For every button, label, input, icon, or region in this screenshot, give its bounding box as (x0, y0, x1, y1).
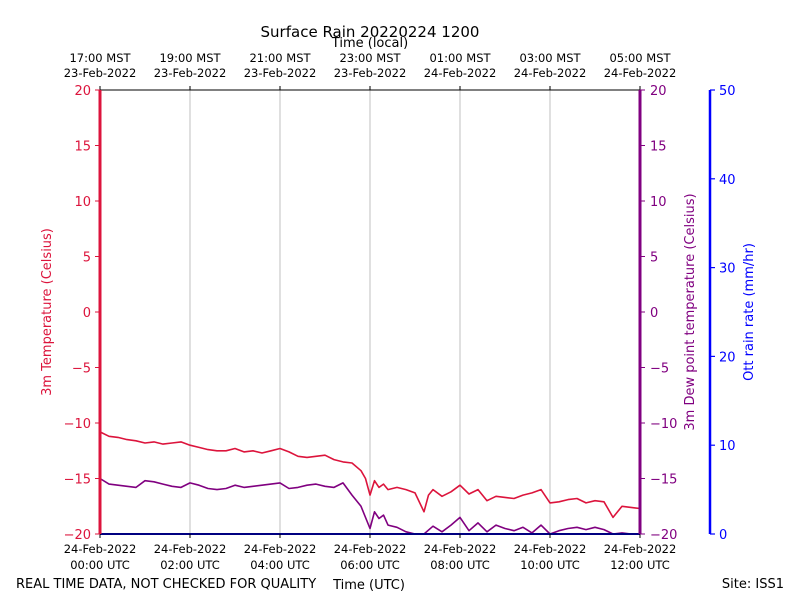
rain-tick-label: 30 (719, 262, 736, 277)
dewpoint-tick-label: 10 (650, 195, 667, 210)
x-tick-utc-date: 24-Feb-2022 (334, 542, 407, 556)
temperature-tick-label: −20 (64, 528, 91, 543)
temperature-axis-label: 3m Temperature (Celsius) (40, 228, 55, 396)
x-tick-local-time: 17:00 MST (69, 51, 131, 65)
temperature-tick-label: 15 (74, 140, 91, 155)
rain-tick-label: 50 (719, 84, 736, 99)
dewpoint-tick-label: 5 (650, 251, 658, 266)
x-tick-local-time: 01:00 MST (429, 51, 491, 65)
temperature-tick-label: 5 (83, 251, 91, 266)
dewpoint-tick-label: −10 (650, 417, 677, 432)
chart-title: Surface Rain 20220224 1200 (261, 23, 480, 41)
top-axis-label: Time (local) (331, 36, 408, 51)
x-tick-utc-time: 02:00 UTC (160, 558, 220, 572)
dewpoint-tick-label: 0 (650, 306, 658, 321)
x-tick-utc-time: 04:00 UTC (250, 558, 310, 572)
rain-axis-label: Ott rain rate (mm/hr) (742, 243, 757, 381)
dewpoint-ticks: 20 15 10 5 0 −5 −10 −15 −20 (640, 84, 677, 543)
x-tick-utc-time: 08:00 UTC (430, 558, 490, 572)
rain-tick-label: 20 (719, 350, 736, 365)
temperature-tick-label: −5 (72, 362, 91, 377)
rain-tick-label: 40 (719, 173, 736, 188)
x-tick-local-time: 21:00 MST (249, 51, 311, 65)
x-tick-utc-time: 10:00 UTC (520, 558, 580, 572)
dewpoint-tick-label: 15 (650, 140, 667, 155)
rain-tick-label: 0 (719, 528, 727, 543)
rain-tick-label: 10 (719, 439, 736, 454)
dewpoint-axis-label: 3m Dew point temperature (Celsius) (683, 193, 698, 430)
x-tick-utc-date: 24-Feb-2022 (604, 542, 677, 556)
x-tick-utc-time: 06:00 UTC (340, 558, 400, 572)
dewpoint-tick-label: 20 (650, 84, 667, 99)
x-tick-local-time: 03:00 MST (519, 51, 581, 65)
gridlines (189, 90, 551, 534)
x-tick-utc-date: 24-Feb-2022 (64, 542, 137, 556)
temperature-tick-label: 20 (74, 84, 91, 99)
x-tick-utc-time: 00:00 UTC (70, 558, 130, 572)
dewpoint-tick-label: −20 (650, 528, 677, 543)
x-tick-local-time: 19:00 MST (159, 51, 221, 65)
x-axis-label: Time (UTC) (332, 578, 405, 593)
temperature-tick-label: −15 (64, 473, 91, 488)
x-tick-utc-date: 24-Feb-2022 (244, 542, 317, 556)
x-tick-local-date: 23-Feb-2022 (244, 66, 317, 80)
temperature-tick-label: −10 (64, 417, 91, 432)
x-tick-utc-date: 24-Feb-2022 (424, 542, 497, 556)
x-tick-utc-time: 12:00 UTC (610, 558, 670, 572)
temperature-series-line (99, 431, 641, 519)
x-tick-local-date: 24-Feb-2022 (514, 66, 587, 80)
x-tick-local-date: 24-Feb-2022 (424, 66, 497, 80)
rain-ticks: 50 40 30 20 10 0 (710, 84, 736, 543)
temperature-tick-label: 0 (83, 306, 91, 321)
dewpoint-tick-label: −5 (650, 362, 669, 377)
dewpoint-tick-label: −15 (650, 473, 677, 488)
x-tick-local-time: 23:00 MST (339, 51, 401, 65)
x-tick-local-time: 05:00 MST (609, 51, 671, 65)
temperature-tick-label: 10 (74, 195, 91, 210)
x-tick-local-date: 23-Feb-2022 (154, 66, 227, 80)
quality-disclaimer: REAL TIME DATA, NOT CHECKED FOR QUALITY (16, 577, 316, 592)
x-tick-utc-date: 24-Feb-2022 (514, 542, 587, 556)
x-tick-utc-date: 24-Feb-2022 (154, 542, 227, 556)
x-tick-local-date: 23-Feb-2022 (64, 66, 137, 80)
dewpoint-series-line (99, 477, 640, 535)
x-tick-local-date: 23-Feb-2022 (334, 66, 407, 80)
site-label: Site: ISS1 (722, 577, 784, 592)
x-tick-local-date: 24-Feb-2022 (604, 66, 677, 80)
temperature-ticks: 20 15 10 5 0 −5 −10 −15 −20 (64, 84, 100, 543)
